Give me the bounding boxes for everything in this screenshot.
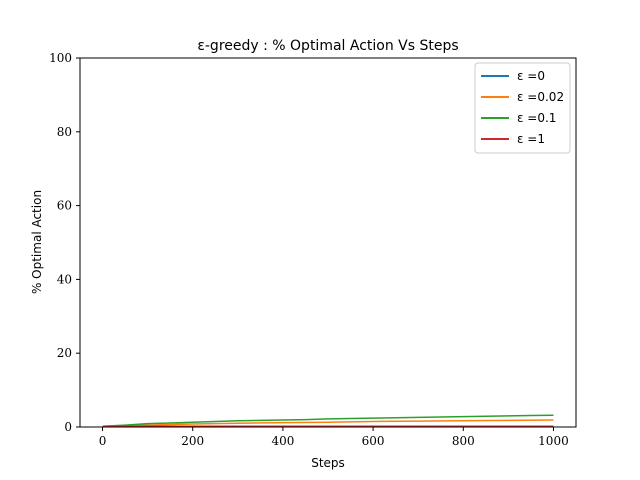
legend-label-2: ε =0.1: [517, 111, 556, 125]
plot-frame: [79, 57, 577, 428]
series-line-2: [102, 414, 554, 428]
y-tick-label-0: 0: [64, 420, 72, 434]
y-tick-label-4: 80: [57, 125, 72, 139]
x-tick-label-3: 600: [362, 434, 385, 448]
x-tick-label-1: 200: [181, 434, 204, 448]
y-axis-title: % Optimal Action: [30, 190, 44, 294]
axes-layer: 0 200 400 600 800 1000 0 20 40 60 80 100: [49, 51, 577, 448]
x-tick-label-4: 800: [452, 434, 475, 448]
chart-title: ε-greedy : % Optimal Action Vs Steps: [197, 38, 458, 54]
y-tick-label-3: 60: [57, 199, 72, 213]
x-tick-label-0: 0: [99, 434, 107, 448]
x-tick-label-5: 1000: [538, 434, 569, 448]
legend-label-3: ε =1: [517, 132, 545, 146]
legend-box: [474, 62, 571, 154]
x-tick-label-2: 400: [271, 434, 294, 448]
legend-label-1: ε =0.02: [517, 90, 564, 104]
series-line-1: [102, 419, 554, 428]
legend-label-0: ε =0: [517, 69, 545, 83]
y-tick-label-5: 100: [49, 51, 72, 65]
series-layer: [102, 414, 554, 428]
y-tick-label-2: 40: [57, 272, 72, 286]
legend: ε =0 ε =0.02 ε =0.1 ε =1: [474, 62, 571, 154]
x-axis-title: Steps: [311, 456, 345, 470]
y-tick-label-1: 20: [57, 346, 72, 360]
